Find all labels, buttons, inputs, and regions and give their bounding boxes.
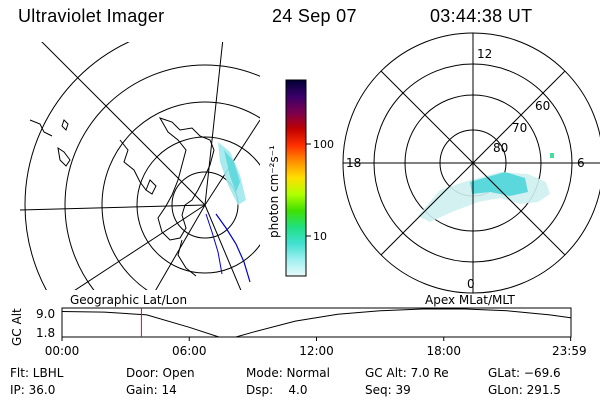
colorbar-ticks xyxy=(306,143,311,237)
timeline-x-ticks: 00:00 06:00 12:00 18:00 23:59 xyxy=(45,337,587,358)
colorbar-scale xyxy=(285,79,307,277)
aurora-core xyxy=(224,150,240,192)
meridians xyxy=(20,42,260,290)
x-tick-label: 06:00 xyxy=(172,344,207,358)
lat-label-70: 70 xyxy=(512,121,527,135)
x-tick-label: 00:00 xyxy=(45,344,80,358)
status-door: Door: Open xyxy=(126,366,195,380)
x-tick-label: 12:00 xyxy=(299,344,334,358)
status-filter: Flt: LBHL xyxy=(10,366,64,380)
status-mode: Mode: Normal xyxy=(246,366,330,380)
colorbar-tick-10: 10 xyxy=(313,230,327,243)
timeline-left-label: Geographic Lat/Lon xyxy=(70,293,187,307)
coastline xyxy=(29,117,215,277)
lat-circle xyxy=(24,42,130,290)
lat-label-80: 80 xyxy=(493,141,508,155)
mlt-label-0: 0 xyxy=(467,277,475,291)
lat-circle xyxy=(64,64,260,290)
altitude-curve xyxy=(61,308,571,338)
polar-plot: 12 6 18 0 60 70 80 xyxy=(342,32,600,294)
lat-circle xyxy=(101,101,260,290)
status-gain: Gain: 14 xyxy=(126,383,177,397)
timeline-right-label: Apex MLat/MLT xyxy=(425,293,515,307)
mlt-grid xyxy=(343,33,600,293)
status-ip: IP: 36.0 xyxy=(10,383,56,397)
aurora-speck xyxy=(550,153,554,158)
colorbar: 100 10 photon cm⁻²s⁻¹ xyxy=(267,79,334,277)
colorbar-unit-label: photon cm⁻²s⁻¹ xyxy=(267,145,281,238)
mlt-label-18: 18 xyxy=(346,156,361,170)
image-time: 03:44:38 UT xyxy=(430,6,533,26)
lat-circle xyxy=(136,136,260,274)
status-dsp: Dsp: 4.0 xyxy=(246,383,308,397)
y-tick-1-8: 1.8 xyxy=(36,326,55,340)
x-tick-label: 18:00 xyxy=(426,344,461,358)
x-tick-label: 23:59 xyxy=(552,344,587,358)
mlt-label-12: 12 xyxy=(477,47,492,61)
imager-title: Ultraviolet Imager xyxy=(18,6,165,26)
status-seq: Seq: 39 xyxy=(365,383,411,397)
y-tick-9: 9.0 xyxy=(36,307,55,321)
timeline: Geographic Lat/Lon Apex MLat/MLT GC Alt … xyxy=(10,293,587,358)
status-glon: GLon: 291.5 xyxy=(488,383,561,397)
status-gc-alt: GC Alt: 7.0 Re xyxy=(365,366,449,380)
satellite-track xyxy=(205,213,223,275)
mlt-label-6: 6 xyxy=(577,156,585,170)
geographic-map xyxy=(20,42,260,290)
timeline-axis-title: GC Alt xyxy=(10,308,24,346)
timeline-frame xyxy=(61,307,572,338)
satellite-track xyxy=(215,213,251,283)
colorbar-tick-100: 100 xyxy=(313,138,334,151)
image-date: 24 Sep 07 xyxy=(272,6,357,26)
aurora-oval-core xyxy=(470,172,528,196)
lat-label-60: 60 xyxy=(535,99,550,113)
status-glat: GLat: −69.6 xyxy=(488,366,561,380)
